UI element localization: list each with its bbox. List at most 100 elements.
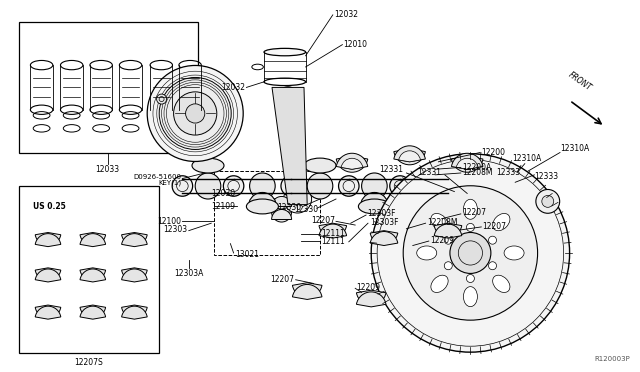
Wedge shape: [35, 306, 61, 319]
Wedge shape: [394, 146, 426, 162]
Text: 12333: 12333: [534, 172, 559, 181]
Bar: [214, 171, 320, 255]
Text: 12109: 12109: [211, 202, 236, 211]
Ellipse shape: [463, 287, 477, 307]
Text: 12208M: 12208M: [427, 218, 458, 227]
Ellipse shape: [264, 48, 306, 56]
Ellipse shape: [304, 158, 336, 173]
Text: KEY(1): KEY(1): [158, 180, 181, 186]
Text: R120003P: R120003P: [595, 356, 630, 362]
Wedge shape: [434, 224, 462, 238]
Text: 12333: 12333: [496, 169, 520, 177]
Text: 12010: 12010: [344, 40, 367, 49]
Wedge shape: [356, 290, 386, 305]
Text: US 0.25: US 0.25: [33, 202, 66, 211]
Text: 12033: 12033: [95, 165, 120, 174]
Circle shape: [536, 189, 559, 213]
Ellipse shape: [358, 199, 390, 214]
Wedge shape: [80, 234, 106, 247]
Wedge shape: [271, 212, 292, 222]
Text: 12207: 12207: [311, 216, 335, 225]
Wedge shape: [399, 151, 420, 162]
Wedge shape: [122, 234, 147, 247]
Text: 12303F: 12303F: [370, 218, 399, 227]
Ellipse shape: [223, 176, 244, 196]
Ellipse shape: [250, 173, 275, 199]
Wedge shape: [80, 268, 106, 281]
Ellipse shape: [438, 176, 458, 196]
Wedge shape: [80, 269, 106, 282]
Ellipse shape: [431, 214, 448, 231]
Wedge shape: [271, 199, 292, 209]
Text: 12207: 12207: [483, 222, 507, 231]
Text: D0926-51600: D0926-51600: [133, 174, 181, 180]
Wedge shape: [35, 234, 61, 247]
Text: 12111: 12111: [321, 229, 345, 238]
Ellipse shape: [431, 275, 448, 292]
Ellipse shape: [493, 275, 510, 292]
Wedge shape: [394, 149, 426, 165]
Circle shape: [542, 195, 554, 207]
Bar: [19, 186, 159, 353]
Wedge shape: [35, 268, 61, 281]
Wedge shape: [434, 223, 462, 237]
Ellipse shape: [417, 246, 436, 260]
Wedge shape: [336, 156, 368, 172]
Wedge shape: [370, 231, 398, 245]
Text: 12200: 12200: [481, 148, 506, 157]
Wedge shape: [292, 283, 322, 298]
Circle shape: [467, 224, 474, 231]
Ellipse shape: [362, 173, 387, 199]
Circle shape: [467, 275, 474, 282]
Ellipse shape: [195, 173, 221, 199]
Ellipse shape: [192, 158, 224, 173]
Wedge shape: [249, 192, 276, 206]
Text: FRONT: FRONT: [566, 71, 593, 93]
Circle shape: [444, 262, 452, 270]
Text: 12310A: 12310A: [560, 144, 589, 153]
Text: 12209: 12209: [356, 283, 380, 292]
Wedge shape: [122, 269, 147, 282]
Text: 12207S: 12207S: [74, 358, 102, 367]
Text: 12032: 12032: [221, 83, 245, 92]
Circle shape: [159, 77, 231, 150]
Text: 12200A: 12200A: [462, 163, 492, 172]
Ellipse shape: [493, 214, 510, 231]
Wedge shape: [80, 306, 106, 319]
Ellipse shape: [504, 246, 524, 260]
Circle shape: [403, 186, 538, 320]
Wedge shape: [35, 305, 61, 318]
Wedge shape: [122, 232, 147, 246]
Wedge shape: [319, 224, 347, 238]
Text: 12208M: 12208M: [462, 168, 493, 177]
Wedge shape: [292, 285, 322, 299]
Wedge shape: [451, 156, 483, 172]
Circle shape: [186, 104, 205, 123]
Wedge shape: [356, 292, 386, 307]
Wedge shape: [122, 306, 147, 319]
Wedge shape: [451, 153, 483, 169]
Circle shape: [173, 92, 217, 135]
Text: 12303A: 12303A: [174, 269, 204, 278]
Text: 12111: 12111: [321, 237, 345, 246]
Ellipse shape: [463, 199, 477, 219]
Wedge shape: [361, 192, 388, 206]
Circle shape: [284, 185, 312, 213]
Wedge shape: [456, 158, 478, 169]
Ellipse shape: [281, 176, 301, 196]
Wedge shape: [271, 196, 292, 206]
Wedge shape: [122, 305, 147, 318]
Wedge shape: [456, 156, 478, 167]
Text: 12209: 12209: [430, 236, 454, 245]
Circle shape: [278, 87, 298, 107]
Text: 12331: 12331: [379, 165, 403, 174]
Ellipse shape: [172, 176, 193, 196]
Circle shape: [444, 236, 452, 244]
Text: 12303F: 12303F: [367, 209, 396, 218]
Circle shape: [488, 262, 497, 270]
Wedge shape: [341, 158, 363, 169]
Ellipse shape: [246, 199, 278, 214]
Text: 12330: 12330: [294, 205, 318, 214]
Bar: [19, 22, 198, 153]
Wedge shape: [35, 232, 61, 246]
